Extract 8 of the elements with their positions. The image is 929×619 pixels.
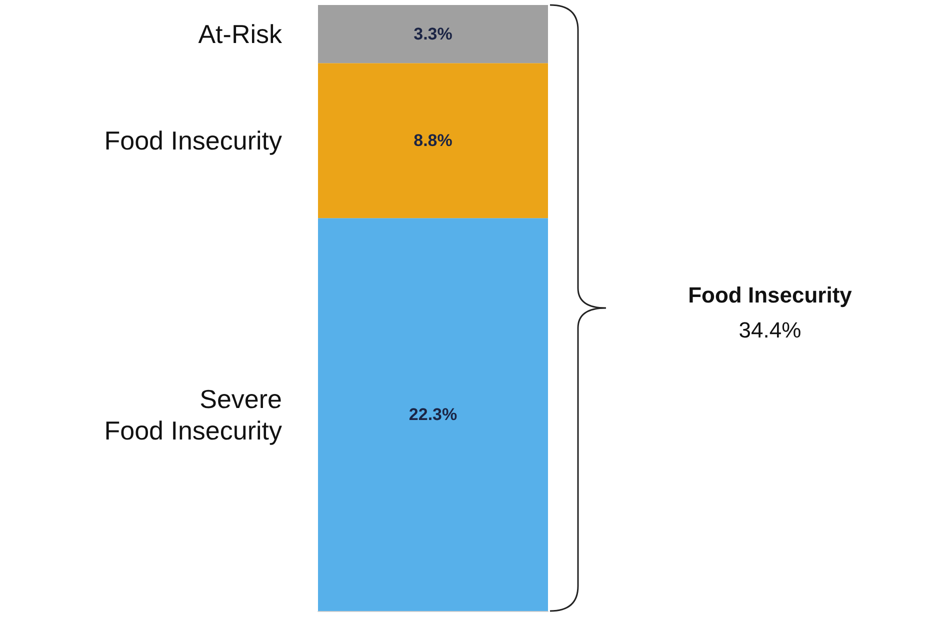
data-label: 22.3% [408, 405, 458, 424]
data-label: 8.8% [414, 131, 452, 150]
series-label: Severe Food Insecurity [104, 384, 282, 446]
text: Food Insecurity [688, 282, 853, 308]
text: 34.4% [738, 318, 802, 343]
series-label: At-Risk [198, 19, 283, 50]
data-label: 3.3% [414, 24, 452, 44]
series-label: Food Insecurity [104, 126, 282, 156]
